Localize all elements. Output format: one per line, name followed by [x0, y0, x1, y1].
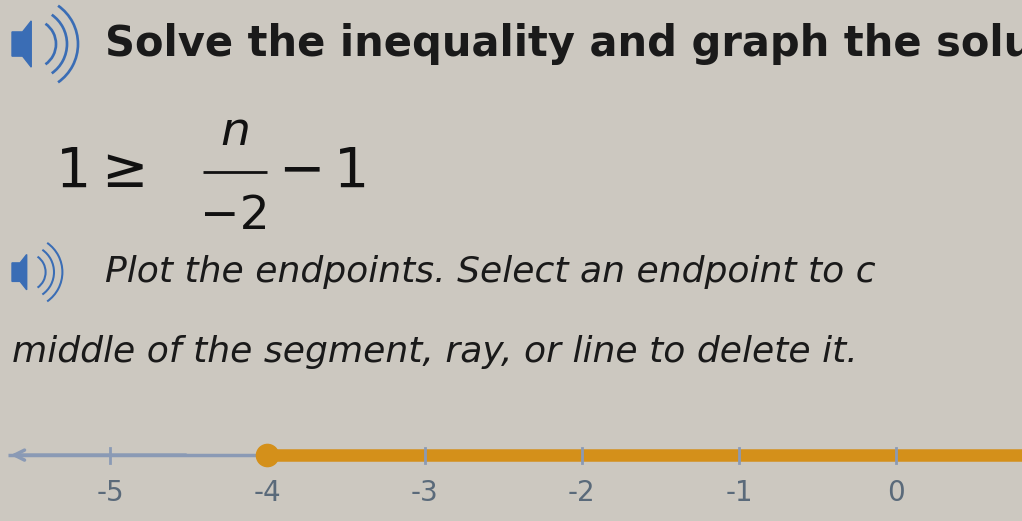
Text: Plot the endpoints. Select an endpoint to c: Plot the endpoints. Select an endpoint t…	[105, 255, 876, 289]
Text: -1: -1	[726, 479, 753, 507]
Text: -5: -5	[96, 479, 124, 507]
Text: n: n	[220, 109, 250, 155]
Text: -3: -3	[411, 479, 438, 507]
Text: $-\,1$: $-\,1$	[278, 145, 366, 199]
Polygon shape	[12, 254, 27, 290]
Polygon shape	[12, 21, 32, 67]
Text: middle of the segment, ray, or line to delete it.: middle of the segment, ray, or line to d…	[12, 335, 857, 369]
Text: 0: 0	[887, 479, 905, 507]
Text: −2: −2	[200, 194, 270, 239]
Text: -2: -2	[568, 479, 596, 507]
Text: -4: -4	[253, 479, 281, 507]
Text: $1\geq$: $1\geq$	[55, 145, 144, 199]
Text: Solve the inequality and graph the solutio: Solve the inequality and graph the solut…	[105, 23, 1022, 65]
